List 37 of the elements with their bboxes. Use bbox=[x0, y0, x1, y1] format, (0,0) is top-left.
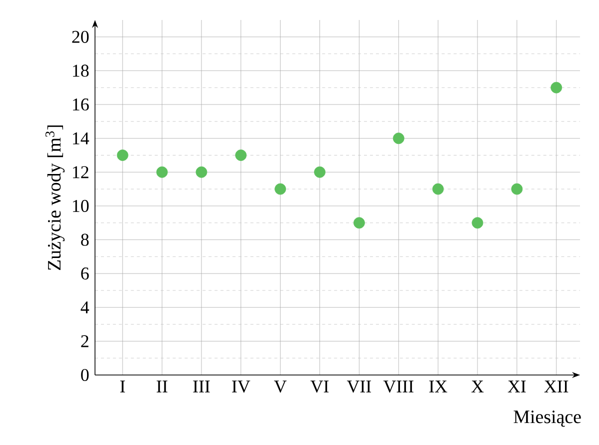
x-tick-label: VIII bbox=[383, 380, 414, 393]
point bbox=[550, 82, 562, 94]
point bbox=[432, 183, 444, 195]
point bbox=[353, 217, 365, 229]
x-tick-label: V bbox=[274, 380, 287, 393]
point bbox=[196, 166, 208, 178]
x-tick-label: X bbox=[471, 380, 484, 392]
y-tick-label: 2 bbox=[81, 335, 88, 348]
x-axis-title: Miesiące bbox=[514, 410, 581, 427]
y-tick-label: 6 bbox=[81, 268, 89, 280]
point bbox=[235, 150, 247, 161]
y-tick-label: 8 bbox=[81, 234, 89, 246]
point bbox=[156, 166, 168, 178]
x-tick-label: XI bbox=[508, 380, 526, 392]
y-tick-label: 4 bbox=[80, 301, 90, 314]
x-tick-label: I bbox=[120, 380, 125, 392]
y-tick-label: 16 bbox=[73, 98, 89, 111]
y-tick-label: 0 bbox=[81, 368, 89, 382]
y-tick-label: 18 bbox=[73, 64, 89, 77]
x-tick-label: XII bbox=[544, 380, 568, 392]
point bbox=[116, 150, 128, 161]
x-tick-label: II bbox=[156, 380, 168, 392]
y-tick-label: 10 bbox=[73, 200, 89, 212]
point bbox=[472, 217, 484, 229]
y-axis-title: Zużycie wody [m$^{3}$] bbox=[45, 125, 65, 270]
y-tick-label: 20 bbox=[72, 30, 89, 43]
y-tick-label: 14 bbox=[73, 132, 90, 144]
x-tick-label: VI bbox=[310, 380, 329, 393]
x-tick-label: IX bbox=[429, 380, 448, 392]
point bbox=[314, 166, 326, 178]
x-tick-label: III bbox=[193, 380, 210, 392]
x-tick-label: VII bbox=[346, 380, 372, 393]
point bbox=[274, 183, 286, 195]
y-tick-label: 12 bbox=[73, 166, 88, 178]
point bbox=[511, 183, 523, 195]
point bbox=[392, 132, 404, 144]
x-tick-label: IV bbox=[232, 380, 250, 393]
